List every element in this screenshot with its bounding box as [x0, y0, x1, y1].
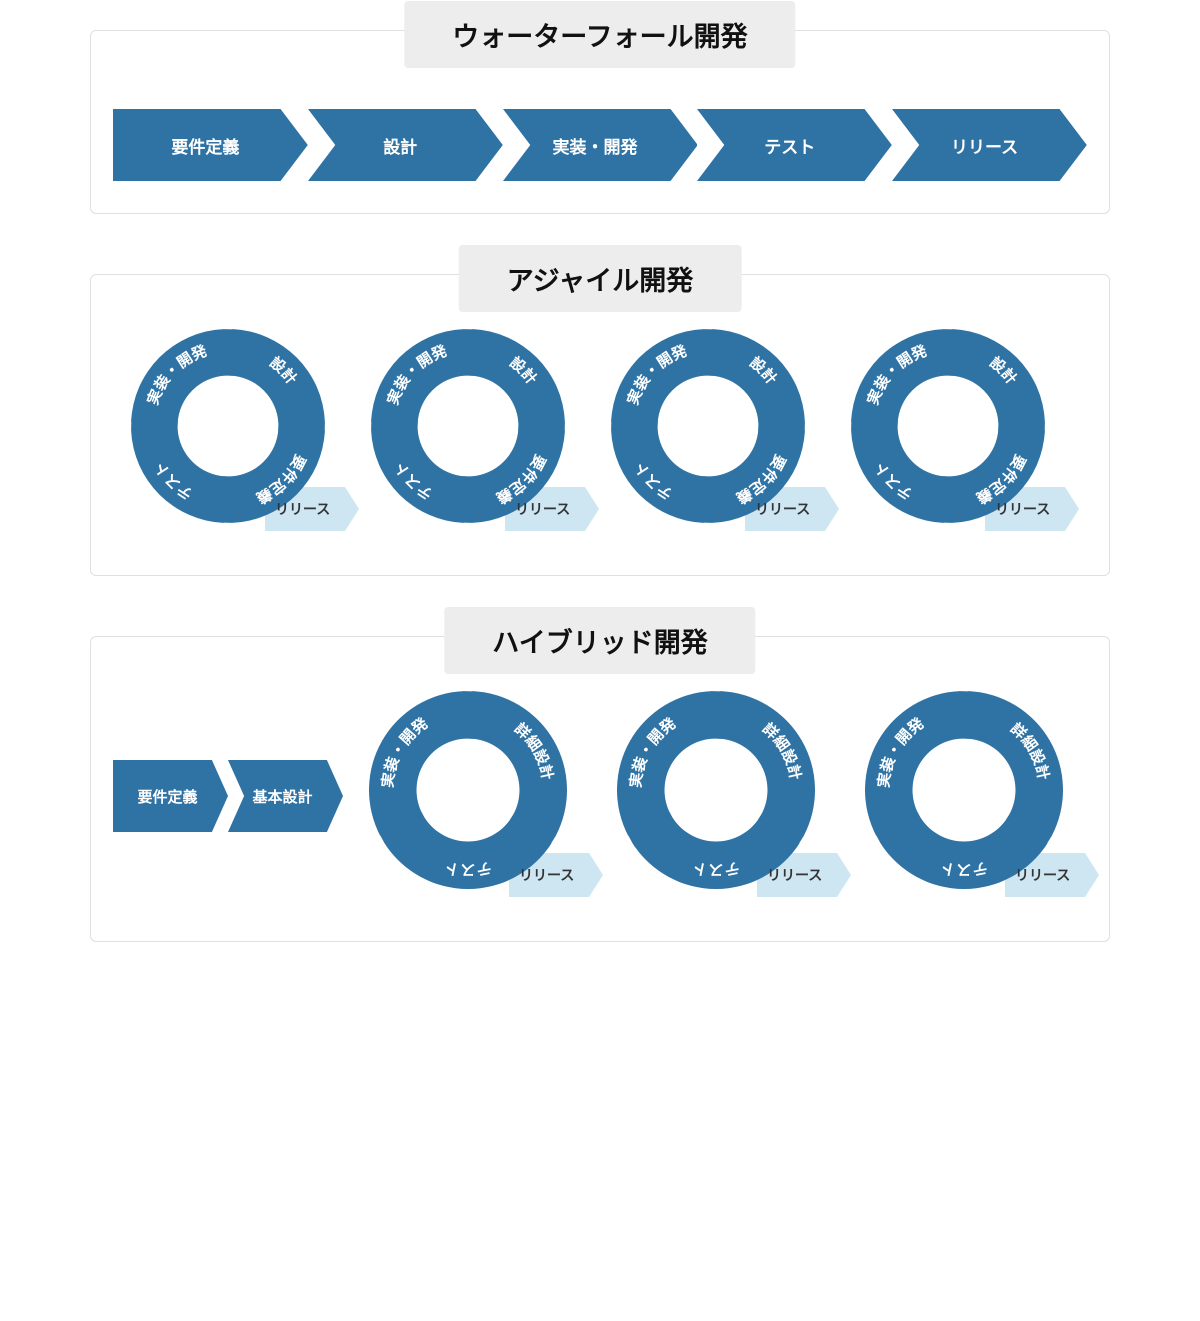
- release-tag: リリース: [1005, 853, 1099, 897]
- hybrid-lead-step: 要件定義: [113, 760, 228, 832]
- cycle: 設計 要件定義 テスト 実装・開発 リリース: [113, 321, 343, 543]
- hybrid-lead-step-label: 要件定義: [137, 786, 203, 807]
- waterfall-title: ウォーターフォール開発: [404, 1, 795, 68]
- waterfall-steps-row: 要件定義 設計 実装・開発 テスト リリース: [113, 109, 1087, 181]
- waterfall-step: 実装・開発: [503, 109, 698, 181]
- hybrid-lead-step-label: 基本設計: [252, 786, 318, 807]
- release-tag: リリース: [985, 487, 1079, 531]
- hybrid-lead-steps: 要件定義 基本設計: [113, 760, 343, 832]
- waterfall-step: 要件定義: [113, 109, 308, 181]
- release-tag: リリース: [265, 487, 359, 531]
- release-label: リリース: [1015, 865, 1070, 885]
- release-label: リリース: [515, 499, 570, 519]
- hybrid-flex: 要件定義 基本設計 詳細設計 テスト 実装・開発 リリース 詳細設計 テスト: [113, 683, 1087, 909]
- release-label: リリース: [755, 499, 810, 519]
- hybrid-title: ハイブリッド開発: [444, 607, 755, 674]
- cycle: 詳細設計 テスト 実装・開発 リリース: [597, 683, 835, 909]
- svg-text:テスト: テスト: [691, 858, 741, 878]
- hybrid-cycles-row: 詳細設計 テスト 実装・開発 リリース 詳細設計 テスト 実装・開発 リリー: [349, 683, 1083, 909]
- waterfall-step-label: リリース: [951, 133, 1028, 158]
- agile-title: アジャイル開発: [459, 245, 742, 312]
- release-tag: リリース: [745, 487, 839, 531]
- release-label: リリース: [275, 499, 330, 519]
- waterfall-step-label: 設計: [383, 133, 427, 158]
- agile-cycles-row: 設計 要件定義 テスト 実装・開発 リリース 設計 要件定義 テスト: [113, 321, 1087, 543]
- release-label: リリース: [995, 499, 1050, 519]
- release-label: リリース: [767, 865, 822, 885]
- waterfall-step: テスト: [697, 109, 892, 181]
- release-tag: リリース: [509, 853, 603, 897]
- cycle: 詳細設計 テスト 実装・開発 リリース: [845, 683, 1083, 909]
- waterfall-step-label: 要件定義: [171, 133, 249, 158]
- release-tag: リリース: [757, 853, 851, 897]
- hybrid-lead-step: 基本設計: [228, 760, 343, 832]
- release-tag: リリース: [505, 487, 599, 531]
- svg-text:テスト: テスト: [939, 858, 989, 878]
- cycle: 設計 要件定義 テスト 実装・開発 リリース: [353, 321, 583, 543]
- cycle: 詳細設計 テスト 実装・開発 リリース: [349, 683, 587, 909]
- waterfall-step: 設計: [308, 109, 503, 181]
- release-label: リリース: [519, 865, 574, 885]
- cycle: 設計 要件定義 テスト 実装・開発 リリース: [593, 321, 823, 543]
- waterfall-step-label: 実装・開発: [552, 133, 647, 158]
- waterfall-section: ウォーターフォール開発 要件定義 設計 実装・開発 テスト リリース: [90, 30, 1110, 214]
- hybrid-section: ハイブリッド開発 要件定義 基本設計 詳細設計 テスト 実装・開発 リリース 詳…: [90, 636, 1110, 942]
- cycle: 設計 要件定義 テスト 実装・開発 リリース: [833, 321, 1063, 543]
- agile-section: アジャイル開発 設計 要件定義 テスト 実装・開発 リリース 設計 要件定義: [90, 274, 1110, 576]
- waterfall-step-label: テスト: [764, 133, 825, 158]
- waterfall-step: リリース: [892, 109, 1087, 181]
- svg-text:テスト: テスト: [443, 858, 493, 878]
